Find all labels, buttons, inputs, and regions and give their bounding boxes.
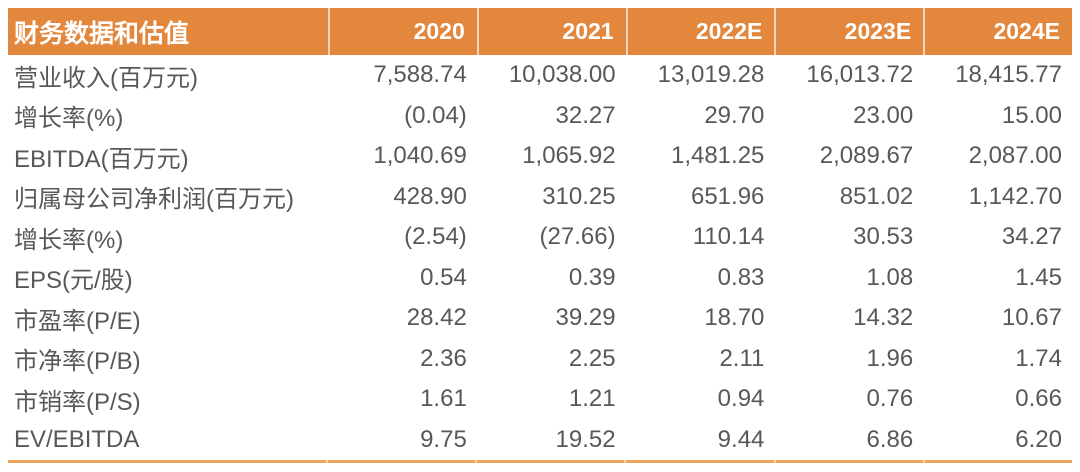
cell-value: 13,019.28 (657, 61, 765, 89)
cell-value: 2,089.67 (819, 142, 914, 170)
cell-value: 7,588.74 (373, 61, 467, 89)
bottom-border-segment (477, 460, 625, 463)
bottom-border-segment (626, 460, 774, 463)
cell-value: 1.08 (866, 263, 914, 291)
cell-value: 0.94 (717, 385, 765, 413)
column-header-2022e: 2022E (625, 8, 775, 55)
table-row: 增长率(%) (0.04) 32.27 29.70 23.00 15.00 (8, 96, 1072, 137)
cell-value: (27.66) (539, 223, 616, 251)
table-row: 市销率(P/S) 1.61 1.21 0.94 0.76 0.66 (8, 379, 1072, 420)
cell-value: 1,065.92 (522, 142, 616, 170)
table-row: 营业收入(百万元) 7,588.74 10,038.00 13,019.28 16,01… (8, 55, 1072, 96)
cell-value: 310.25 (542, 182, 616, 210)
cell-value: 6.20 (1015, 425, 1062, 453)
row-label: EPS(元/股) (14, 267, 133, 295)
table-row: 归属母公司净利润(百万元) 428.90 310.25 651.96 851.02 1,1… (8, 177, 1072, 218)
cell-value: 0.39 (568, 263, 616, 291)
cell-value: 16,013.72 (806, 61, 914, 89)
cell-value: 9.75 (420, 425, 467, 453)
cell-value: 1.21 (568, 385, 616, 413)
row-label: 市销率(P/S) (14, 388, 141, 416)
cell-value: 10.67 (1001, 304, 1062, 332)
cell-value: 0.54 (420, 263, 467, 291)
cell-value: 651.96 (690, 182, 765, 210)
row-label: EV/EBITDA (14, 425, 140, 453)
cell-value: 18,415.77 (955, 61, 1062, 89)
table-row: 市盈率(P/E) 28.42 39.29 18.70 14.32 10.67 (8, 298, 1072, 339)
table-body: 营业收入(百万元) 7,588.74 10,038.00 13,019.28 16,01… (8, 55, 1072, 460)
column-header-2021: 2021 (476, 8, 626, 55)
row-label: 市盈率(P/E) (14, 307, 141, 335)
cell-value: 851.02 (839, 182, 914, 210)
column-header-2024e: 2024E (923, 8, 1072, 55)
table-title: 财务数据和估值 (14, 19, 190, 48)
cell-value: 29.70 (704, 101, 765, 129)
cell-value: 14.32 (853, 304, 914, 332)
cell-value: 1.61 (420, 385, 467, 413)
column-header-2020: 2020 (328, 8, 477, 55)
cell-value: 2.11 (719, 344, 765, 372)
bottom-border-segment (924, 460, 1073, 463)
cell-value: 0.83 (717, 263, 765, 291)
table-row: EV/EBITDA 9.75 19.52 9.44 6.86 6.20 (8, 420, 1072, 461)
bottom-border-segment (8, 460, 326, 463)
cell-value: 1,481.25 (670, 142, 765, 170)
cell-value: 28.42 (406, 304, 467, 332)
bottom-border-segment (775, 460, 923, 463)
row-label: 归属母公司净利润(百万元) (14, 186, 294, 214)
row-label: 营业收入(百万元) (14, 64, 198, 92)
cell-value: 23.00 (853, 101, 914, 129)
cell-value: 10,038.00 (508, 61, 616, 89)
table-bottom-border (8, 460, 1073, 463)
cell-value: 6.86 (866, 425, 914, 453)
cell-value: 18.70 (704, 304, 765, 332)
cell-value: 428.90 (393, 182, 467, 210)
cell-value: (0.04) (404, 101, 467, 129)
row-label: 增长率(%) (14, 105, 124, 133)
cell-value: 2.36 (420, 344, 467, 372)
cell-value: 1.74 (1015, 344, 1062, 372)
cell-value: 15.00 (1001, 101, 1062, 129)
cell-value: 1.96 (866, 344, 914, 372)
cell-value: 9.44 (717, 425, 765, 453)
table-row: 市净率(P/B) 2.36 2.25 2.11 1.96 1.74 (8, 339, 1072, 380)
table-row: 增长率(%) (2.54) (27.66) 110.14 30.53 34.27 (8, 217, 1072, 258)
row-label: EBITDA(百万元) (14, 145, 189, 173)
column-header-2023e: 2023E (774, 8, 923, 55)
cell-value: 19.52 (555, 425, 616, 453)
bottom-border-segment (328, 460, 476, 463)
table-row: EPS(元/股) 0.54 0.39 0.83 1.08 1.45 (8, 258, 1072, 299)
financial-data-table: 财务数据和估值 2020 2021 2022E 2023E 2024E 营业收入… (8, 8, 1073, 463)
cell-value: 39.29 (555, 304, 616, 332)
cell-value: 0.76 (866, 385, 914, 413)
cell-value: 1,142.70 (968, 182, 1062, 210)
cell-value: 2.25 (568, 344, 616, 372)
cell-value: 1.45 (1015, 263, 1062, 291)
row-label: 市净率(P/B) (14, 348, 141, 376)
cell-value: 32.27 (555, 101, 616, 129)
cell-value: 2,087.00 (968, 142, 1062, 170)
cell-value: (2.54) (404, 223, 467, 251)
table-row: EBITDA(百万元) 1,040.69 1,065.92 1,481.25 2,089… (8, 136, 1072, 177)
cell-value: 34.27 (1001, 223, 1062, 251)
row-label: 增长率(%) (14, 226, 124, 254)
cell-value: 1,040.69 (373, 142, 467, 170)
cell-value: 30.53 (853, 223, 914, 251)
table-header-row: 财务数据和估值 2020 2021 2022E 2023E 2024E (8, 8, 1072, 55)
cell-value: 0.66 (1015, 385, 1062, 413)
cell-value: 110.14 (692, 223, 765, 251)
